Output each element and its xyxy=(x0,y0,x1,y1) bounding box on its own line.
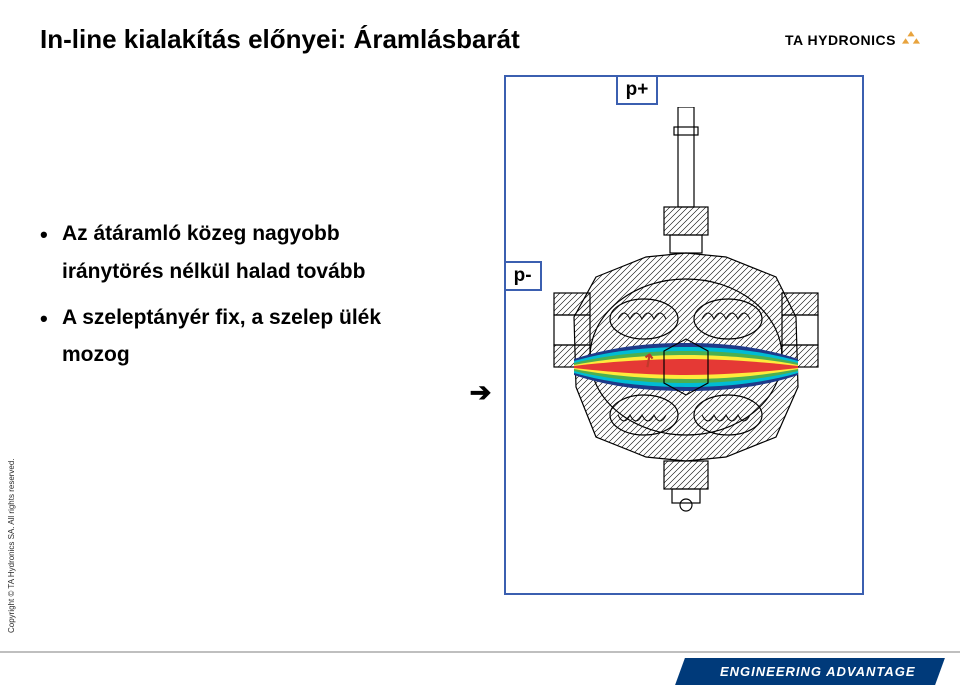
bullet-list: Az átáramló közeg nagyobb iránytörés nél… xyxy=(40,75,427,595)
bullet-text: mozog xyxy=(62,336,427,374)
slide-title: In-line kialakítás előnyei: Áramlásbarát xyxy=(40,24,520,55)
copyright-text: Copyright © TA Hydronics SA. All rights … xyxy=(7,458,16,633)
label-p-minus: p- xyxy=(504,261,542,291)
footer-tagline-bar: ENGINEERING ADVANTAGE xyxy=(676,658,945,685)
brand-logo: TA HYDRONICS xyxy=(785,31,920,49)
valve-diagram xyxy=(536,107,836,577)
logo-mark-icon xyxy=(902,31,920,49)
bullet-text: Az átáramló közeg nagyobb xyxy=(62,222,340,245)
flow-arrow-icon: ➔ xyxy=(470,377,492,408)
figure-column: p+ p- ↗ ➔ xyxy=(447,75,920,595)
bullet-item: Az átáramló közeg nagyobb iránytörés nél… xyxy=(40,215,427,291)
bullet-text: A szeleptányér fix, a szelep ülék xyxy=(62,306,381,329)
bullet-item: A szeleptányér fix, a szelep ülék mozog xyxy=(40,299,427,375)
logo-text: TA HYDRONICS xyxy=(785,32,896,48)
slide: In-line kialakítás előnyei: Áramlásbarát… xyxy=(0,0,960,693)
figure-frame: p+ p- ↗ ➔ xyxy=(504,75,864,595)
footer: ENGINEERING ADVANTAGE xyxy=(0,653,960,693)
label-p-plus: p+ xyxy=(616,75,659,105)
bullet-text: iránytörés nélkül halad tovább xyxy=(62,253,427,291)
header: In-line kialakítás előnyei: Áramlásbarát… xyxy=(40,24,920,55)
footer-tagline: ENGINEERING ADVANTAGE xyxy=(720,664,916,679)
content-row: Az átáramló közeg nagyobb iránytörés nél… xyxy=(40,75,920,595)
